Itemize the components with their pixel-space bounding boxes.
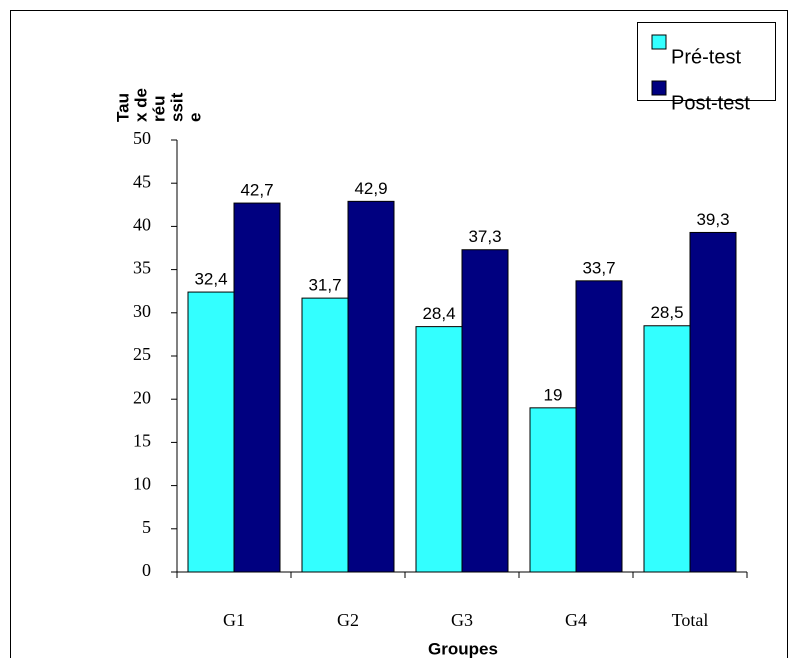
bar <box>233 202 281 573</box>
value-label: 28,5 <box>650 303 683 322</box>
y-axis-title: e <box>185 113 204 122</box>
y-tick-label: 0 <box>142 560 151 580</box>
value-label: 39,3 <box>696 210 729 229</box>
y-axis-title: ssit <box>167 92 186 122</box>
bar <box>461 249 509 573</box>
y-tick-label: 20 <box>133 387 151 407</box>
y-tick-label: 30 <box>133 301 151 321</box>
bar <box>529 407 577 573</box>
value-label: 28,4 <box>422 304 455 323</box>
bar <box>415 326 463 573</box>
y-tick-label: 35 <box>133 258 151 278</box>
value-label: 42,9 <box>354 179 387 198</box>
y-axis-title: Tau <box>113 93 132 122</box>
bar <box>643 325 691 573</box>
x-tick-label: G2 <box>337 610 359 630</box>
value-label: 32,4 <box>194 270 227 289</box>
y-tick-label: 25 <box>133 344 151 364</box>
bar <box>301 297 349 573</box>
x-tick-label: G3 <box>451 610 473 630</box>
chart-frame <box>10 10 788 658</box>
x-tick-label: Total <box>672 610 709 630</box>
value-label: 37,3 <box>468 227 501 246</box>
value-label: 31,7 <box>308 276 341 295</box>
x-tick-label: G4 <box>565 610 587 630</box>
y-tick-label: 5 <box>142 517 151 537</box>
y-tick-label: 40 <box>133 215 151 235</box>
y-tick-label: 45 <box>133 171 151 191</box>
bar <box>689 231 737 573</box>
x-axis-title: Groupes <box>428 639 498 658</box>
x-tick-label: G1 <box>223 610 245 630</box>
legend-label: Pré-test <box>671 46 741 68</box>
legend-label: Post-test <box>671 92 750 114</box>
y-tick-label: 50 <box>133 128 151 148</box>
y-axis-title: réu <box>149 96 168 122</box>
y-tick-label: 10 <box>133 474 151 494</box>
y-tick-label: 15 <box>133 431 151 451</box>
bar <box>347 200 395 573</box>
value-label: 19 <box>544 385 563 404</box>
y-axis-title: x de <box>131 88 150 122</box>
bar <box>187 291 235 573</box>
legend-swatch <box>651 80 667 96</box>
value-label: 33,7 <box>582 258 615 277</box>
bar <box>575 280 623 573</box>
value-label: 42,7 <box>240 181 273 200</box>
legend-swatch <box>651 34 667 50</box>
